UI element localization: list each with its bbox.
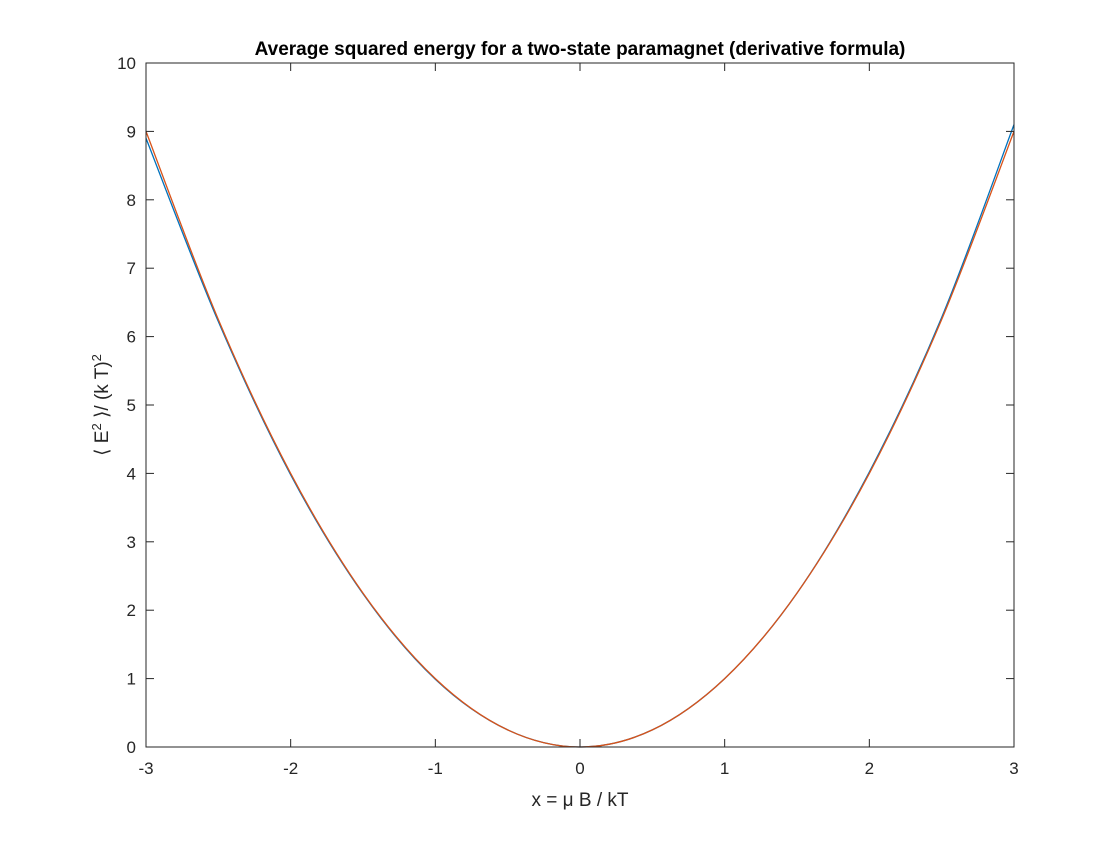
x-tick-label: 1 <box>720 759 729 778</box>
y-tick-label: 1 <box>127 670 136 689</box>
x-axis-label: x = μ B / kT <box>532 790 629 811</box>
y-tick-label: 8 <box>127 191 136 210</box>
y-axis-label-sup1: 2 <box>89 423 104 430</box>
x-tick-label: -1 <box>428 759 443 778</box>
y-axis-label: ⟨ E2 ⟩/ (k T)2 <box>89 354 114 456</box>
y-tick-label: 0 <box>127 738 136 757</box>
y-tick-label: 3 <box>127 533 136 552</box>
y-tick-label: 5 <box>127 396 136 415</box>
y-axis-label-mid: ⟩/ (k T) <box>92 361 113 423</box>
y-tick-label: 2 <box>127 601 136 620</box>
y-tick-label: 6 <box>127 328 136 347</box>
x-tick-label: -2 <box>283 759 298 778</box>
x-tick-label: 2 <box>865 759 874 778</box>
y-axis-label-open: ⟨ E <box>92 431 113 456</box>
y-axis-label-sup2: 2 <box>89 354 104 361</box>
chart-title: Average squared energy for a two-state p… <box>255 39 906 60</box>
ticks-layer: -3 -2 -1 0 1 2 3 0 1 2 3 4 5 6 7 8 9 10 <box>117 54 1019 778</box>
y-tick-label: 4 <box>127 464 136 483</box>
x-tick-label: -3 <box>138 759 153 778</box>
x-tick-label: 0 <box>575 759 584 778</box>
x-tick-label: 3 <box>1009 759 1018 778</box>
y-tick-label: 9 <box>127 122 136 141</box>
y-tick-label: 7 <box>127 259 136 278</box>
y-tick-label: 10 <box>117 54 136 73</box>
